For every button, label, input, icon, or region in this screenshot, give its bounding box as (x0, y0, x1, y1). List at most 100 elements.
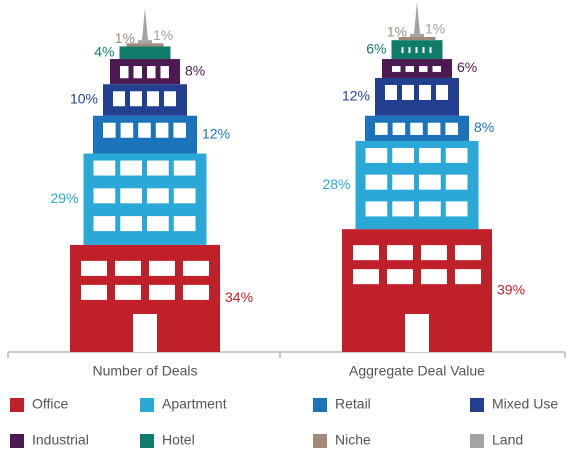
window (164, 91, 176, 107)
window (120, 122, 134, 138)
data-label: 12% (202, 125, 230, 141)
legend-label: Hotel (162, 432, 195, 448)
legend-swatch (10, 398, 24, 412)
window (419, 147, 441, 163)
window (405, 66, 414, 72)
window (149, 284, 175, 300)
window (432, 66, 441, 72)
window (387, 245, 413, 261)
legend-label: Office (32, 396, 69, 412)
bar-segment (398, 37, 436, 41)
data-label: 10% (70, 91, 98, 107)
legend-label: Retail (335, 396, 371, 412)
legend-label: Industrial (32, 432, 89, 448)
window (160, 66, 169, 79)
data-label: 28% (322, 176, 350, 192)
window (419, 66, 428, 72)
window (429, 47, 432, 54)
data-label: 1% (387, 24, 407, 40)
window (421, 245, 447, 261)
window (419, 174, 441, 190)
window (147, 66, 156, 79)
window (455, 269, 481, 285)
window (81, 260, 107, 276)
window (392, 201, 414, 217)
window (445, 147, 468, 163)
window (365, 147, 388, 163)
window (133, 66, 142, 79)
window (130, 91, 142, 107)
window (445, 174, 468, 190)
window (103, 122, 116, 138)
bar-segment (126, 43, 164, 47)
window (120, 160, 142, 176)
x-tick-label: Aggregate Deal Value (349, 363, 485, 379)
window (183, 284, 209, 300)
bar-segment (138, 40, 152, 44)
window (173, 216, 196, 232)
data-label: 12% (342, 88, 370, 104)
window (387, 269, 413, 285)
window (173, 122, 186, 138)
window (115, 260, 141, 276)
window (120, 66, 129, 79)
window (401, 47, 404, 54)
window (455, 245, 481, 261)
window (147, 160, 169, 176)
window (353, 269, 379, 285)
window (392, 66, 401, 72)
window (115, 284, 141, 300)
legend-swatch (313, 434, 327, 448)
window (183, 260, 209, 276)
window (427, 122, 441, 135)
window (436, 84, 448, 100)
window (422, 47, 425, 54)
data-label: 34% (225, 289, 253, 305)
data-label: 1% (425, 21, 445, 37)
window (147, 216, 169, 232)
data-label: 8% (474, 119, 494, 135)
window (410, 122, 423, 135)
window (392, 122, 406, 135)
window (445, 122, 458, 135)
window (365, 201, 388, 217)
data-label: 29% (50, 190, 78, 206)
legend-swatch (470, 398, 484, 412)
legend-swatch (10, 434, 24, 448)
window (385, 84, 397, 100)
data-label: 1% (115, 30, 135, 46)
data-label: 1% (153, 27, 173, 43)
legend-label: Land (492, 432, 523, 448)
legend-swatch (313, 398, 327, 412)
window (113, 91, 125, 107)
window (93, 160, 116, 176)
spire (414, 1, 420, 34)
legend-label: Niche (335, 432, 371, 448)
legend-swatch (140, 434, 154, 448)
window (365, 174, 388, 190)
window (415, 47, 418, 54)
window (419, 84, 431, 100)
door (405, 314, 429, 352)
spire (142, 8, 148, 41)
window (81, 284, 107, 300)
window (147, 188, 169, 204)
legend-swatch (470, 434, 484, 448)
legend-label: Apartment (162, 396, 227, 412)
window (392, 147, 414, 163)
window (392, 174, 414, 190)
window (421, 269, 447, 285)
data-label: 6% (366, 40, 386, 56)
bar-segment (410, 33, 424, 37)
window (173, 188, 196, 204)
legend-label: Mixed Use (492, 396, 558, 412)
window (375, 122, 388, 135)
window (138, 122, 151, 138)
window (93, 216, 116, 232)
data-label: 4% (94, 43, 114, 59)
window (419, 201, 441, 217)
window (402, 84, 414, 100)
bar-segment (119, 46, 171, 60)
bar-segment (382, 59, 452, 78)
